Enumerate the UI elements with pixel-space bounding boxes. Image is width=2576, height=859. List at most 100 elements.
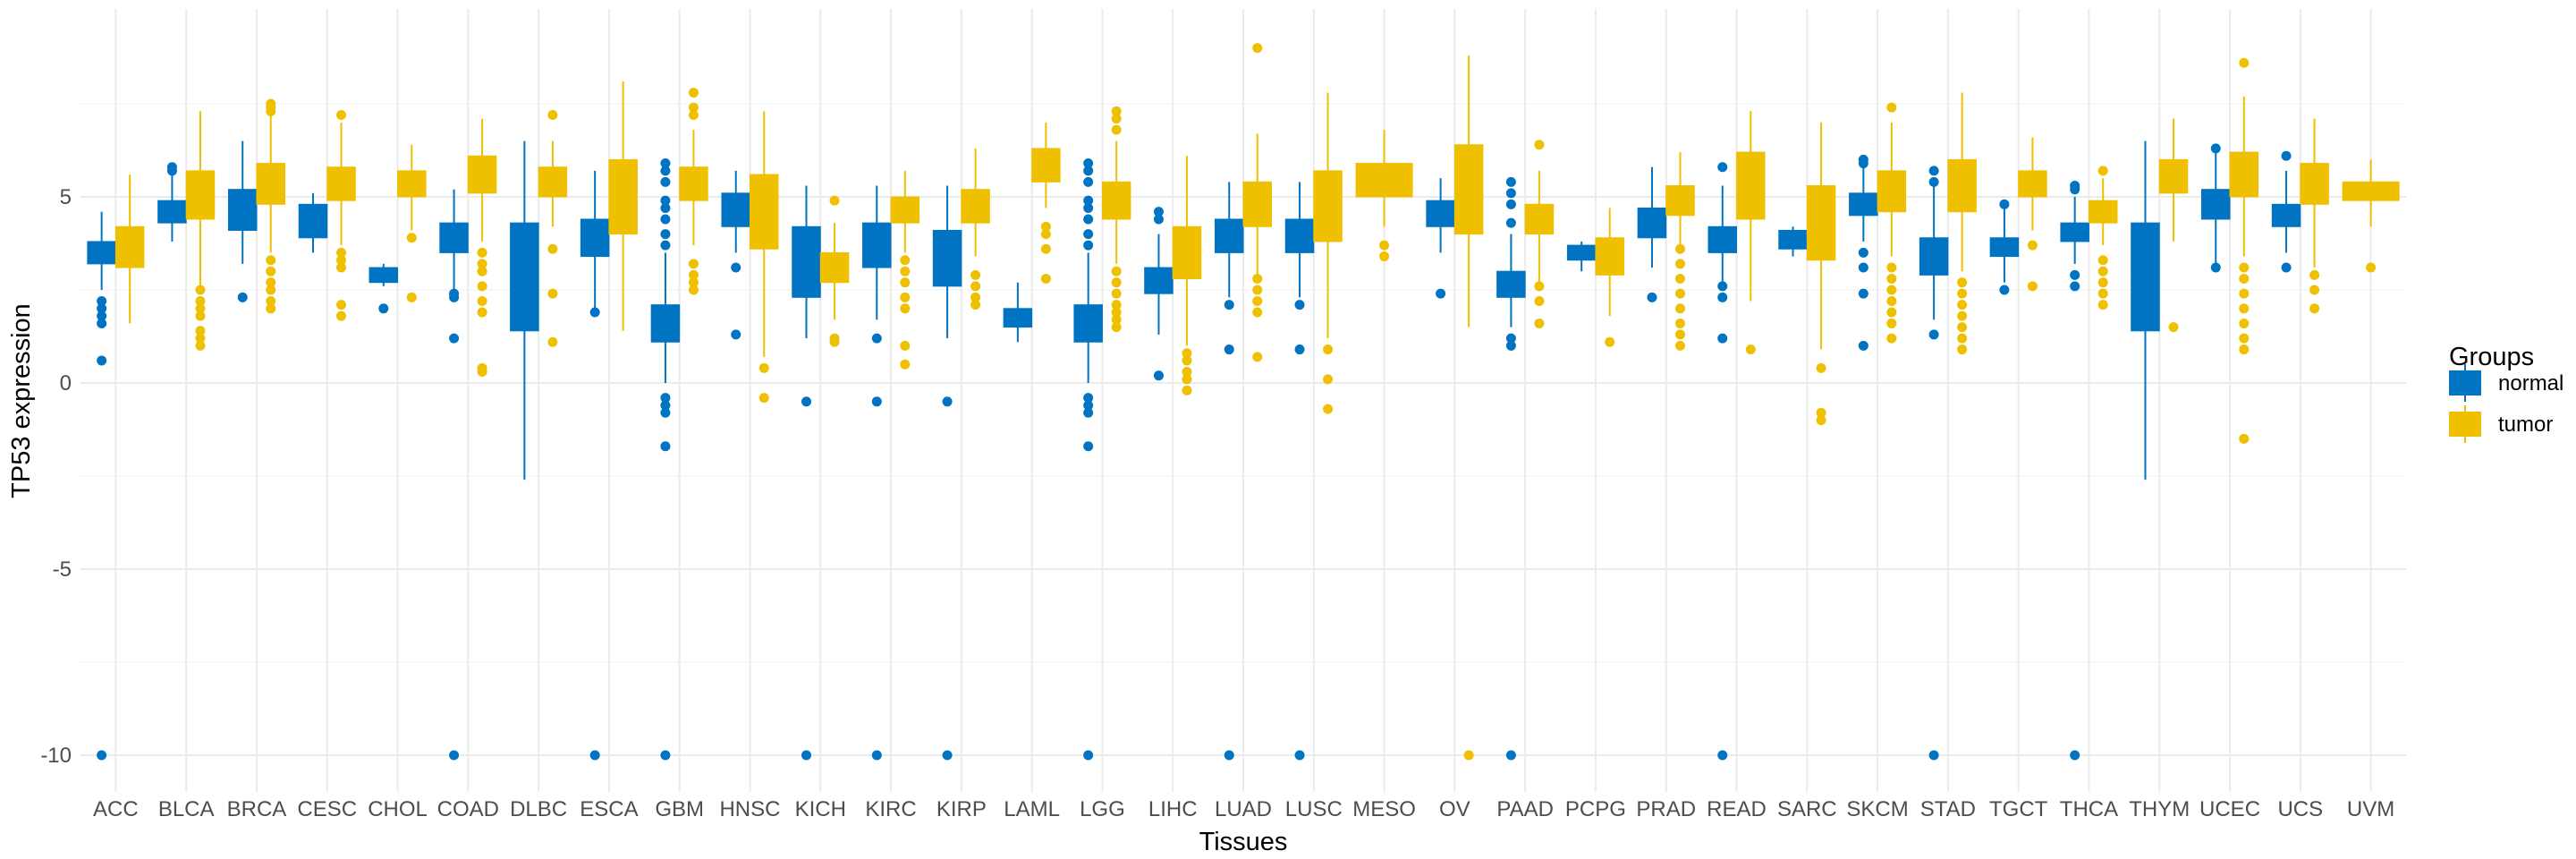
- outlier-point: [477, 295, 487, 306]
- outlier-point: [1083, 407, 1094, 418]
- outlier-point: [1928, 166, 1939, 176]
- x-tick-label: STAD: [1920, 797, 1976, 821]
- outlier-point: [2239, 433, 2250, 444]
- x-tick-label: MESO: [1352, 797, 1416, 821]
- outlier-point: [1083, 166, 1094, 176]
- outlier-point: [1182, 367, 1192, 378]
- box-tumor-THCA: [2088, 166, 2118, 310]
- outlier-point: [1224, 344, 1234, 355]
- outlier-point: [1717, 292, 1728, 302]
- box-body: [1453, 144, 1484, 235]
- outlier-point: [1040, 243, 1051, 254]
- x-tick-label: HNSC: [719, 797, 780, 821]
- outlier-point: [688, 277, 699, 288]
- legend: Groups normal tumor: [2449, 343, 2563, 443]
- box-tumor-HNSC: [749, 111, 779, 404]
- outlier-point: [2281, 262, 2292, 273]
- outlier-point: [1224, 750, 1234, 761]
- x-tick-label: BLCA: [158, 797, 215, 821]
- x-tick-label: ESCA: [580, 797, 638, 821]
- box-tumor-COAD: [467, 118, 497, 378]
- box-normal-KIRP: [932, 185, 962, 761]
- outlier-point: [1957, 344, 1968, 355]
- box-body: [1989, 237, 2020, 258]
- outlier-point: [1252, 285, 1263, 295]
- outlier-point: [1153, 207, 1164, 217]
- outlier-point: [1534, 318, 1545, 328]
- box-body: [2131, 222, 2160, 332]
- outlier-point: [477, 281, 487, 292]
- outlier-point: [688, 109, 699, 120]
- box-body: [792, 225, 821, 298]
- outlier-point: [1083, 176, 1094, 187]
- outlier-point: [1957, 288, 1968, 299]
- outlier-point: [1040, 274, 1051, 285]
- outlier-point: [900, 292, 911, 302]
- box-tumor-STAD: [1947, 92, 1977, 355]
- box-body: [185, 170, 216, 220]
- outlier-point: [801, 750, 812, 761]
- outlier-point: [1252, 295, 1263, 306]
- box-normal-KICH: [792, 185, 821, 761]
- box-tumor-CHOL: [397, 144, 427, 302]
- x-tick-label: COAD: [437, 797, 499, 821]
- outlier-point: [2168, 322, 2179, 333]
- outlier-point: [1858, 262, 1868, 273]
- outlier-point: [2239, 318, 2250, 328]
- outlier-point: [970, 292, 981, 302]
- outlier-point: [237, 292, 248, 302]
- outlier-point: [336, 262, 347, 273]
- outlier-point: [1323, 374, 1334, 385]
- box-body: [114, 225, 145, 268]
- outlier-point: [1083, 750, 1094, 761]
- outlier-point: [1252, 274, 1263, 285]
- box-tumor-SARC: [1806, 122, 1836, 426]
- x-tick-label: LAML: [1004, 797, 1060, 821]
- outlier-point: [688, 285, 699, 295]
- box-tumor-UCS: [2300, 118, 2329, 314]
- outlier-point: [1252, 307, 1263, 318]
- box-body: [721, 192, 750, 227]
- outlier-point: [1436, 288, 1446, 299]
- outlier-point: [871, 750, 882, 761]
- outlier-point: [2239, 274, 2250, 285]
- outlier-point: [900, 277, 911, 288]
- outlier-point: [1294, 300, 1305, 310]
- outlier-point: [1886, 274, 1897, 285]
- outlier-point: [477, 307, 487, 318]
- outlier-point: [477, 367, 487, 378]
- box-tumor-READ: [1736, 111, 1766, 355]
- outlier-point: [2097, 166, 2108, 176]
- outlier-point: [1182, 355, 1192, 366]
- outlier-point: [758, 393, 769, 404]
- outlier-point: [871, 333, 882, 344]
- box-normal-STAD: [1919, 166, 1949, 761]
- outlier-point: [1083, 393, 1094, 404]
- outlier-point: [970, 269, 981, 280]
- x-tick-label: DLBC: [510, 797, 567, 821]
- outlier-point: [660, 166, 671, 176]
- series-normal: [87, 140, 2301, 761]
- outlier-point: [1886, 102, 1897, 113]
- box-tumor-UVM: [2342, 159, 2400, 273]
- box-tumor-PRAD: [1665, 152, 1695, 351]
- outlier-point: [1379, 251, 1390, 262]
- outlier-point: [660, 441, 671, 452]
- outlier-point: [1111, 277, 1122, 288]
- outlier-point: [477, 266, 487, 276]
- outlier-point: [2239, 344, 2250, 355]
- box-normal-HNSC: [721, 170, 750, 340]
- box-body: [510, 222, 539, 332]
- x-tick-label: KICH: [795, 797, 846, 821]
- outlier-point: [1858, 288, 1868, 299]
- box-body: [1426, 200, 1455, 227]
- outlier-point: [2239, 333, 2250, 344]
- outlier-point: [1858, 340, 1868, 351]
- box-normal-READ: [1707, 162, 1738, 761]
- outlier-point: [1816, 362, 1826, 373]
- x-axis-ticks: ACC BLCA BRCA CESC CHOL COAD DLBC ESCA GBM HNSC KI…: [93, 797, 2394, 821]
- y-tick-label: -10: [40, 744, 72, 768]
- outlier-point: [2097, 266, 2108, 276]
- outlier-point: [688, 88, 699, 98]
- outlier-point: [1816, 407, 1826, 418]
